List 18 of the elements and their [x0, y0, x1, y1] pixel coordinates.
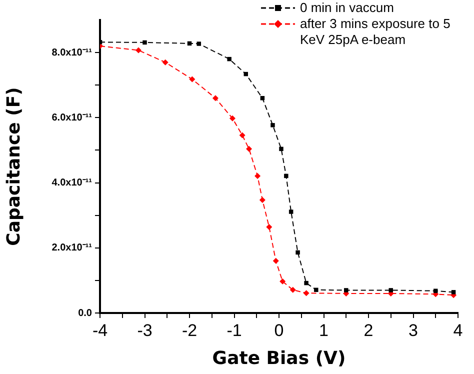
legend-label: after 3 mins exposure to 5 KeV 25pA e-beam: [300, 16, 452, 48]
y-tick-label: 2.0x10⁻¹¹: [52, 242, 93, 254]
x-tick-label: 1: [319, 320, 328, 340]
x-tick-label: -3: [137, 320, 152, 340]
y-tick-label: 6.0x10⁻¹¹: [52, 112, 93, 124]
x-tick-label: 2: [364, 320, 374, 340]
legend-label: 0 min in vaccum: [300, 0, 395, 16]
x-axis-title: Gate Bias (V): [212, 348, 346, 369]
x-tick-label: -2: [182, 320, 198, 340]
x-tick-label: 0: [274, 320, 284, 340]
x-tick-label: 3: [408, 320, 418, 340]
y-tick-label: 8.0x10⁻¹¹: [52, 47, 93, 58]
y-tick-label: 4.0x10⁻¹¹: [52, 178, 93, 189]
x-tick-label: -1: [226, 320, 242, 340]
y-axis-title: Capacitance (F): [3, 87, 24, 246]
x-tick-label: 4: [453, 320, 463, 340]
x-tick-label: -4: [92, 320, 108, 340]
y-tick-label: 0.0: [78, 308, 92, 319]
